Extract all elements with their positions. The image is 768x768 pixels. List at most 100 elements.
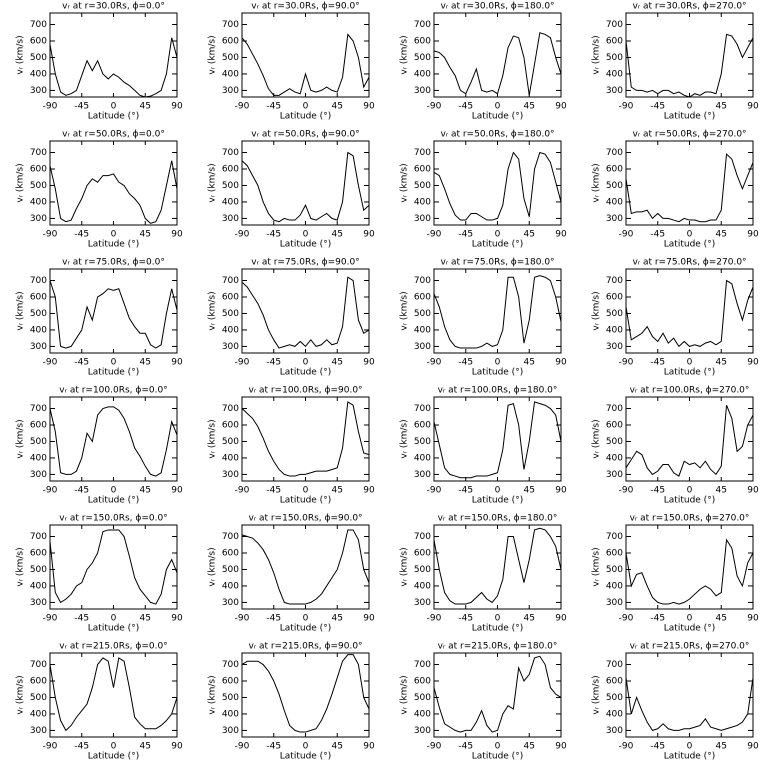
data-line [49,406,178,477]
y-axis-label: vᵣ (km/s) [16,163,26,202]
x-tick-label: 0 [111,486,117,496]
x-tick-label: 45 [332,358,343,368]
x-tick-label: 90 [363,102,375,112]
panel-title: vᵣ at r=215.0Rs, ϕ=90.0° [248,642,362,652]
plot-frame [625,396,754,482]
y-tick-label: 500 [414,693,431,703]
y-tick-label: 300 [222,342,239,352]
x-axis-label: Latitude (°) [88,496,139,506]
x-tick-label: 90 [747,614,759,624]
panel-title: vᵣ at r=30.0Rs, ϕ=0.0° [62,2,165,12]
x-tick-label: -45 [74,102,89,112]
y-tick-label: 300 [222,86,239,96]
x-tick-label: 90 [171,614,183,624]
y-axis-label: vᵣ (km/s) [208,35,218,74]
x-tick-label: 0 [111,102,117,112]
y-tick-label: 500 [30,181,47,191]
y-tick-label: 700 [606,532,623,542]
x-axis-label: Latitude (°) [664,496,715,506]
x-axis-label: Latitude (°) [280,368,331,378]
x-tick-label: 0 [303,102,309,112]
x-axis-label: Latitude (°) [88,368,139,378]
x-axis-label: Latitude (°) [664,368,715,378]
x-tick-label: 45 [524,102,535,112]
x-tick-label: -45 [650,614,665,624]
y-tick-label: 300 [30,598,47,608]
y-tick-label: 400 [222,325,239,335]
x-tick-label: 45 [140,486,151,496]
x-tick-label: 90 [555,102,567,112]
y-tick-label: 600 [414,677,431,687]
x-tick-label: 0 [303,230,309,240]
y-tick-label: 600 [414,293,431,303]
y-axis-label: vᵣ (km/s) [16,419,26,458]
plot-frame [625,652,754,738]
y-tick-label: 400 [606,581,623,591]
y-tick-label: 400 [30,197,47,207]
data-line [625,405,754,477]
x-tick-label: 0 [687,614,693,624]
panel-title: vᵣ at r=75.0Rs, ϕ=270.0° [632,258,746,268]
y-tick-label: 400 [222,709,239,719]
x-tick-label: 45 [524,358,535,368]
x-axis-label: Latitude (°) [280,496,331,506]
y-tick-label: 500 [414,437,431,447]
x-axis-label: Latitude (°) [472,624,523,634]
y-tick-label: 600 [222,37,239,47]
x-tick-label: -90 [43,358,58,368]
x-axis-label: Latitude (°) [88,752,139,762]
plot-frame [241,396,370,482]
x-axis-label: Latitude (°) [472,240,523,250]
x-tick-label: -45 [74,230,89,240]
y-tick-label: 400 [414,709,431,719]
x-tick-label: -90 [427,230,442,240]
y-tick-label: 700 [30,404,47,414]
panel-title: vᵣ at r=215.0Rs, ϕ=180.0° [438,642,558,652]
x-tick-label: 90 [747,486,759,496]
y-tick-label: 700 [414,148,431,158]
data-line [625,153,754,223]
y-tick-label: 500 [606,181,623,191]
x-tick-label: 45 [716,486,727,496]
x-tick-label: -90 [43,486,58,496]
x-axis-label: Latitude (°) [280,752,331,762]
x-tick-label: -90 [619,742,634,752]
x-tick-label: 45 [716,614,727,624]
y-axis-label: vᵣ (km/s) [400,163,410,202]
x-tick-label: 45 [524,230,535,240]
x-axis-label: Latitude (°) [88,112,139,122]
y-tick-label: 400 [606,325,623,335]
y-tick-label: 400 [414,453,431,463]
y-tick-label: 300 [606,342,623,352]
data-line [241,401,370,477]
y-tick-label: 700 [222,276,239,286]
x-tick-label: 90 [171,742,183,752]
y-tick-label: 600 [606,549,623,559]
x-tick-label: -90 [235,358,250,368]
y-axis-label: vᵣ (km/s) [400,291,410,330]
x-tick-label: 45 [140,614,151,624]
x-tick-label: -90 [619,102,634,112]
x-tick-label: 45 [524,614,535,624]
data-line [625,33,754,98]
y-tick-label: 600 [222,421,239,431]
x-tick-label: 45 [524,742,535,752]
plot-frame [49,652,178,738]
data-line [49,657,178,732]
y-tick-label: 600 [222,549,239,559]
x-tick-label: 0 [303,614,309,624]
x-tick-label: -45 [74,614,89,624]
y-tick-label: 400 [222,453,239,463]
plot-frame [49,268,178,354]
y-tick-label: 500 [414,309,431,319]
x-tick-label: -45 [458,102,473,112]
x-axis-label: Latitude (°) [88,240,139,250]
y-tick-label: 700 [222,404,239,414]
plot-frame [241,652,370,738]
y-tick-label: 600 [222,293,239,303]
y-tick-label: 400 [414,325,431,335]
y-tick-label: 700 [222,148,239,158]
x-axis-label: Latitude (°) [88,624,139,634]
